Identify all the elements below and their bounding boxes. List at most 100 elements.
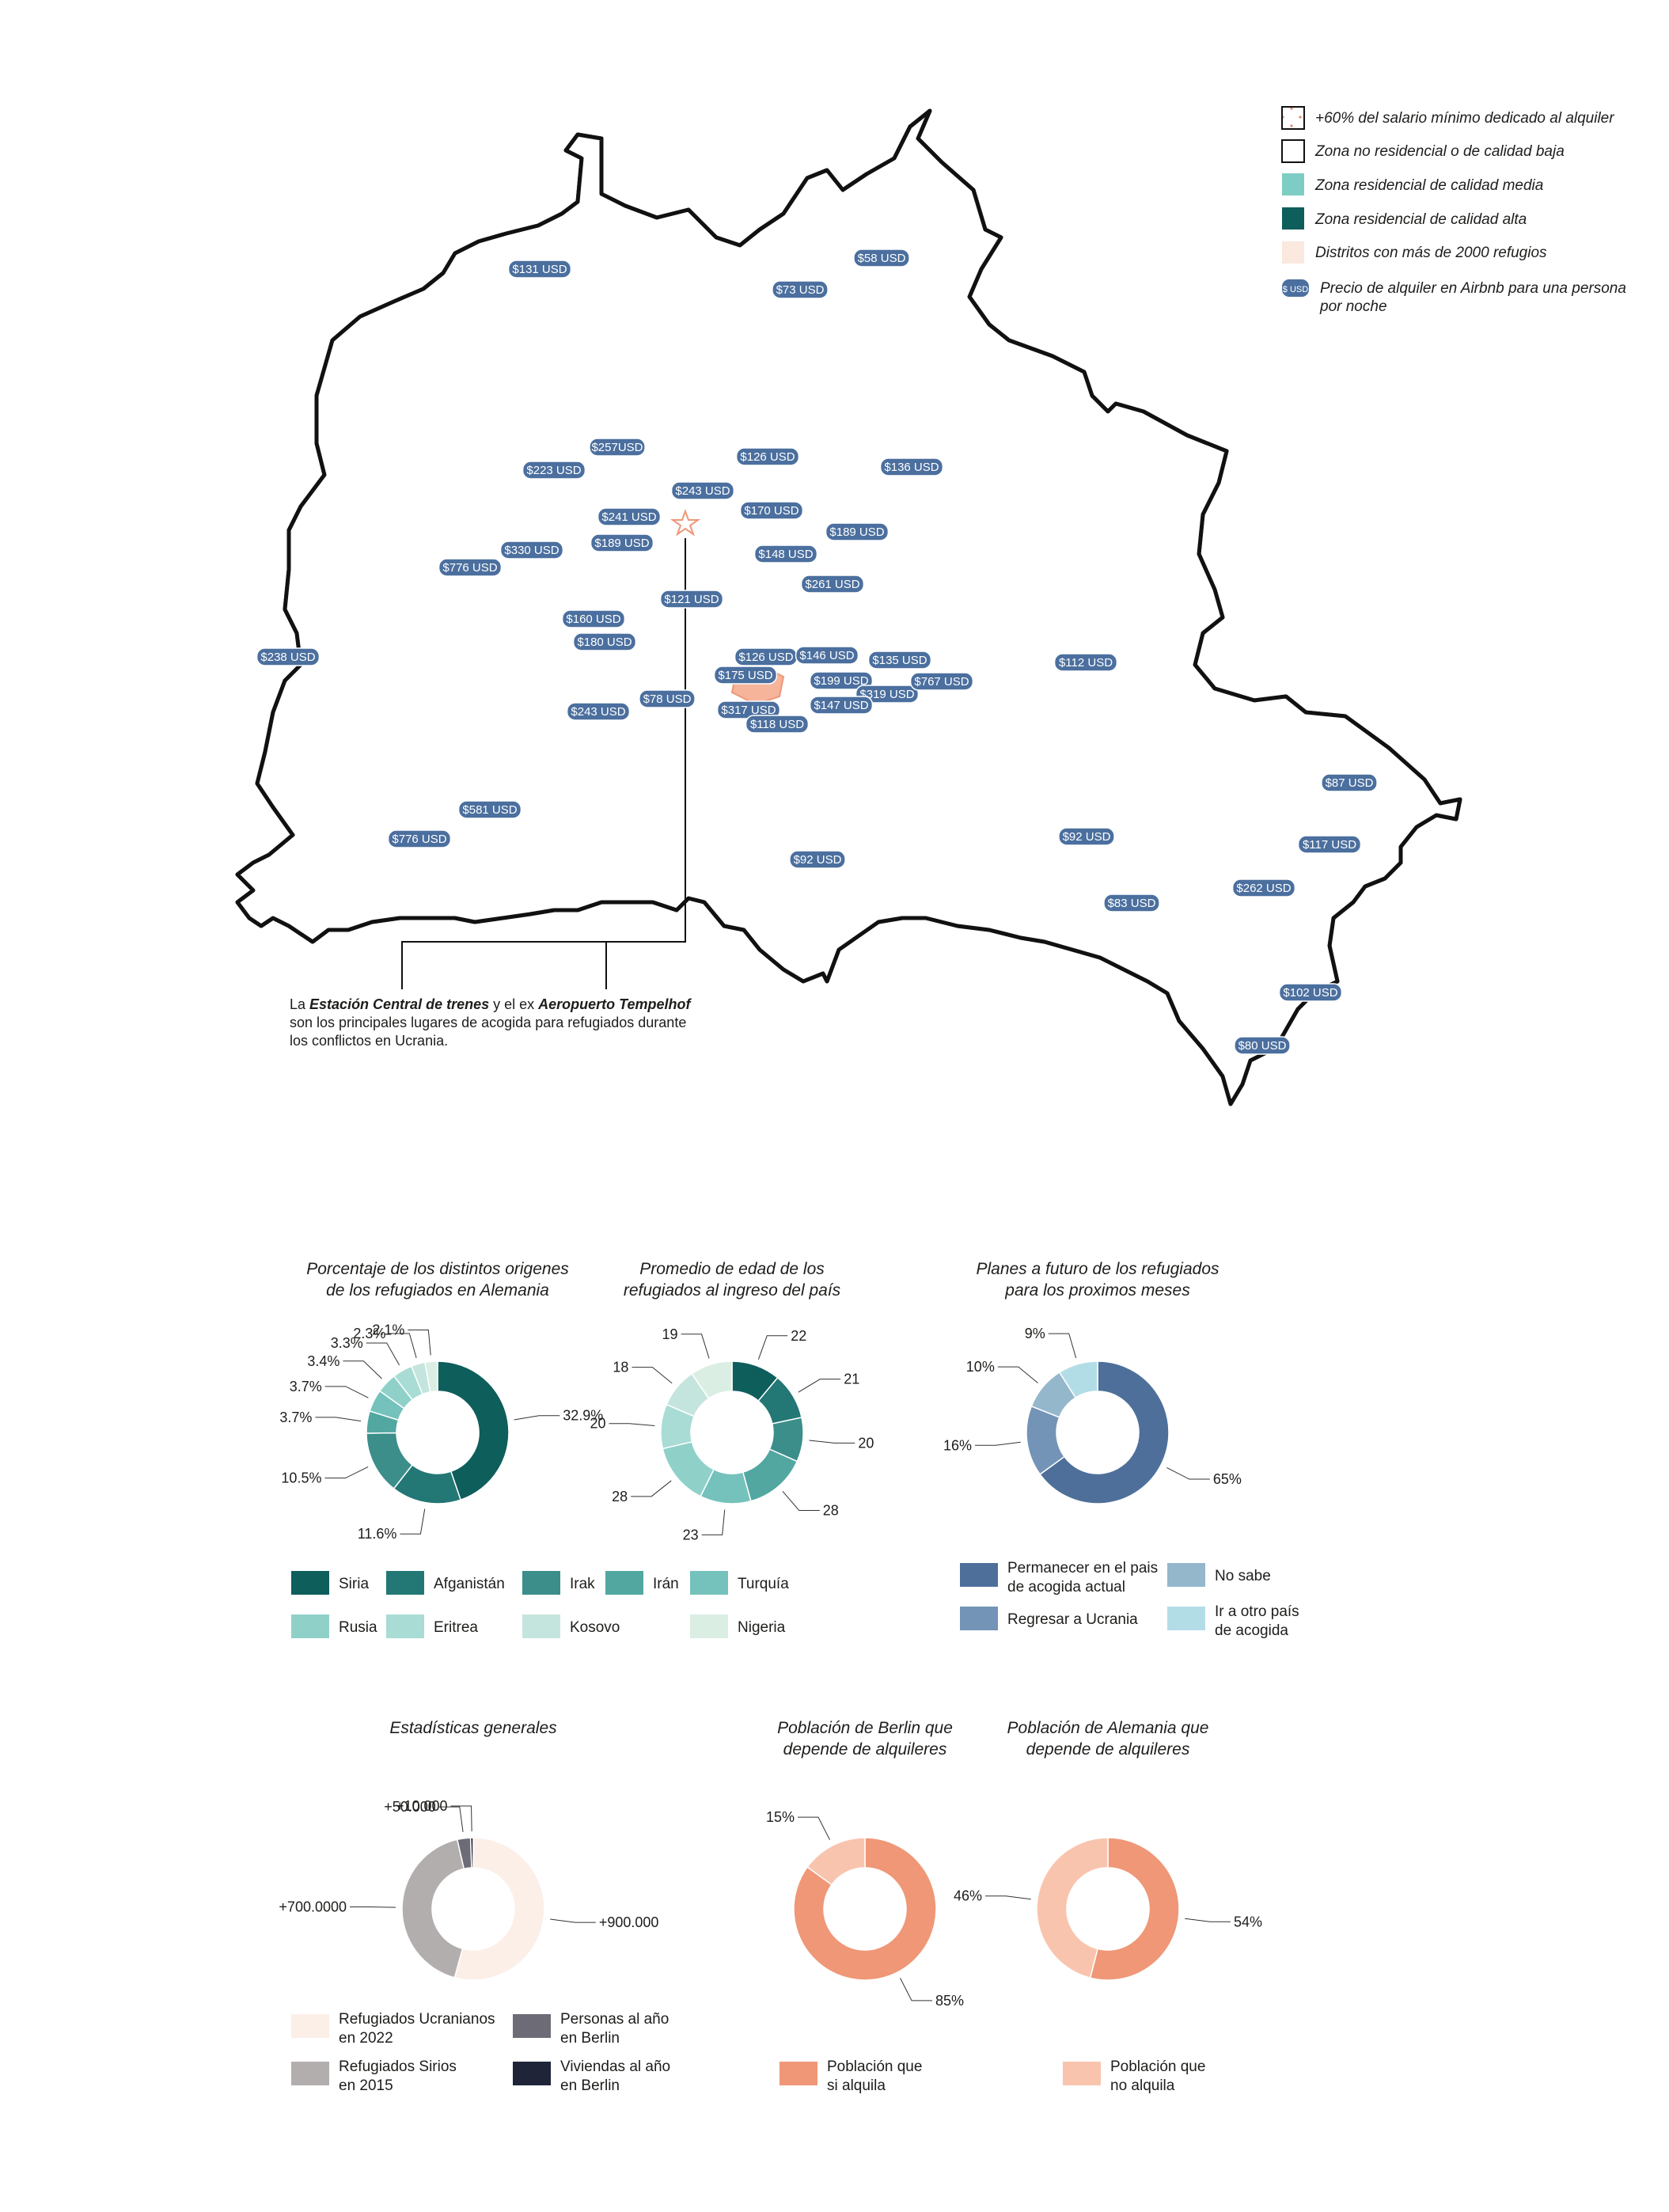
price-badge: $160 USD — [561, 609, 626, 628]
legend-item-country: Irak — [522, 1571, 595, 1595]
slice-label: 65% — [1213, 1471, 1242, 1487]
price-badge: $146 USD — [795, 646, 859, 665]
donut-slice — [1036, 1837, 1109, 1979]
price-badge: $83 USD — [1103, 894, 1160, 912]
price-badge-label: $83 USD — [1108, 897, 1156, 910]
legend-swatch — [522, 1614, 560, 1638]
legend-label: en 2022 — [339, 2030, 393, 2047]
legend-item-stat: Refugiados Ucranianos en 2022 — [291, 2011, 495, 2047]
slice-label: 46% — [954, 1888, 982, 1904]
label-leader-line — [1166, 1467, 1210, 1480]
price-badge-label: $243 USD — [675, 484, 730, 498]
donut-chart-1: Porcentaje de los distintos origenes de l… — [279, 1260, 603, 1542]
price-badge-label: $243 USD — [571, 705, 625, 719]
legend-label: Refugiados Sirios — [339, 2058, 457, 2075]
charts-area: Porcentaje de los distintos origenes de l… — [279, 1260, 1299, 2094]
legend-swatch — [513, 2062, 551, 2085]
legend-item-country: Irán — [605, 1571, 679, 1595]
label-leader-line — [350, 1907, 396, 1908]
label-leader-line — [997, 1366, 1038, 1383]
price-badge-label: $776 USD — [442, 561, 497, 575]
price-badge: $58 USD — [853, 249, 910, 267]
price-badge: $317 USD — [716, 700, 781, 719]
donut-slice — [469, 1837, 474, 1869]
slice-label: +50.000 — [384, 1799, 436, 1815]
donut-slice — [1058, 1360, 1098, 1399]
donut-slice — [793, 1837, 937, 1981]
label-leader-line — [631, 1480, 672, 1497]
legend-label: Irán — [653, 1576, 679, 1592]
legend-swatch-dotted — [1281, 106, 1305, 130]
price-badge: $126 USD — [734, 647, 798, 666]
legend-swatch — [291, 1571, 329, 1595]
slice-label: 21 — [844, 1372, 859, 1387]
price-badge-label: $92 USD — [794, 853, 842, 867]
legend-label: de acogida — [1215, 1622, 1288, 1639]
slice-label: +900.000 — [599, 1914, 659, 1930]
slice-label: 32.9% — [563, 1408, 603, 1424]
legend-item-country: Afganistán — [386, 1571, 505, 1595]
price-badge-label: $180 USD — [577, 636, 632, 649]
price-badge: $131 USD — [507, 260, 572, 279]
legend-item-plan: No sabe — [1167, 1563, 1271, 1587]
label-leader-line — [315, 1417, 362, 1422]
legend-item-plan: Permanecer en el pais de acogida actual — [960, 1560, 1158, 1595]
price-badge-label: $126 USD — [740, 450, 795, 464]
price-badge: $102 USD — [1278, 983, 1343, 1002]
legend-label: Población que — [1110, 2058, 1205, 2075]
chart-title: Estadísticas generales — [389, 1719, 557, 1737]
legend-label: Afganistán — [434, 1576, 505, 1592]
price-badge-label: $118 USD — [750, 718, 804, 731]
slice-label: 20 — [590, 1416, 605, 1432]
slice-label: +700.0000 — [279, 1899, 347, 1915]
airbnb-price-badges: $131 USD $58 USD $73 USD $257USD $126 USD $22… — [256, 249, 1378, 1055]
slice-label: 15% — [766, 1809, 795, 1825]
label-leader-line — [324, 1466, 369, 1479]
legend-label: No sabe — [1215, 1568, 1271, 1584]
price-badge: $243 USD — [670, 481, 735, 500]
label-leader-line — [757, 1335, 788, 1360]
donut-chart-4: Estadísticas generales +900.000 +700.0000 +… — [279, 1719, 659, 1981]
legend-item-plan: Regresar a Ucrania — [960, 1607, 1138, 1630]
price-badge: $78 USD — [639, 689, 696, 708]
price-badge-label: $146 USD — [799, 649, 854, 662]
label-leader-line — [782, 1490, 820, 1512]
chart-title: Porcentaje de los distintos origenes — [306, 1260, 569, 1278]
price-badge-label: $175 USD — [718, 669, 772, 682]
price-badge: $180 USD — [572, 632, 637, 651]
legend-label: Refugiados Ucranianos — [339, 2011, 495, 2028]
legend-label-dotted: +60% del salario mínimo dedicado al alqu… — [1315, 110, 1614, 127]
price-badge: $581 USD — [457, 800, 522, 819]
legend-item-country: Siria — [291, 1571, 369, 1595]
legend-swatch — [690, 1571, 728, 1595]
legend-swatch — [291, 1614, 329, 1638]
label-leader-line — [389, 1333, 417, 1358]
price-badge-label: $581 USD — [462, 803, 517, 817]
label-leader-line — [900, 1978, 933, 2001]
price-badge: $199 USD — [809, 671, 874, 690]
legend-label-high: Zona residencial de calidad alta — [1314, 211, 1527, 228]
legend-label: de acogida actual — [1007, 1579, 1125, 1595]
slice-label: 18 — [613, 1360, 628, 1375]
slice-label: 85% — [935, 1993, 964, 2009]
callout-lines — [401, 538, 686, 989]
price-badge-label: $117 USD — [1303, 838, 1356, 852]
donut-slice — [691, 1360, 733, 1400]
price-badge-label: $776 USD — [392, 833, 446, 846]
label-leader-line — [324, 1386, 369, 1398]
price-badge: $135 USD — [867, 651, 932, 670]
legend-item-plan: Ir a otro país de acogida — [1167, 1603, 1299, 1639]
legend-swatch — [960, 1607, 998, 1630]
price-badge: $80 USD — [1234, 1036, 1291, 1055]
slice-label: 2.3% — [353, 1326, 385, 1341]
price-badge-label: $126 USD — [738, 651, 793, 664]
label-leader-line — [798, 1379, 841, 1393]
legend-label: Siria — [339, 1576, 369, 1592]
price-badge: $92 USD — [789, 850, 846, 869]
legend-swatch — [291, 2062, 329, 2085]
slice-label: 28 — [612, 1489, 628, 1504]
price-badge-label: $131 USD — [512, 263, 567, 276]
price-badge: $136 USD — [879, 457, 944, 476]
price-badge-label: $160 USD — [566, 613, 620, 626]
